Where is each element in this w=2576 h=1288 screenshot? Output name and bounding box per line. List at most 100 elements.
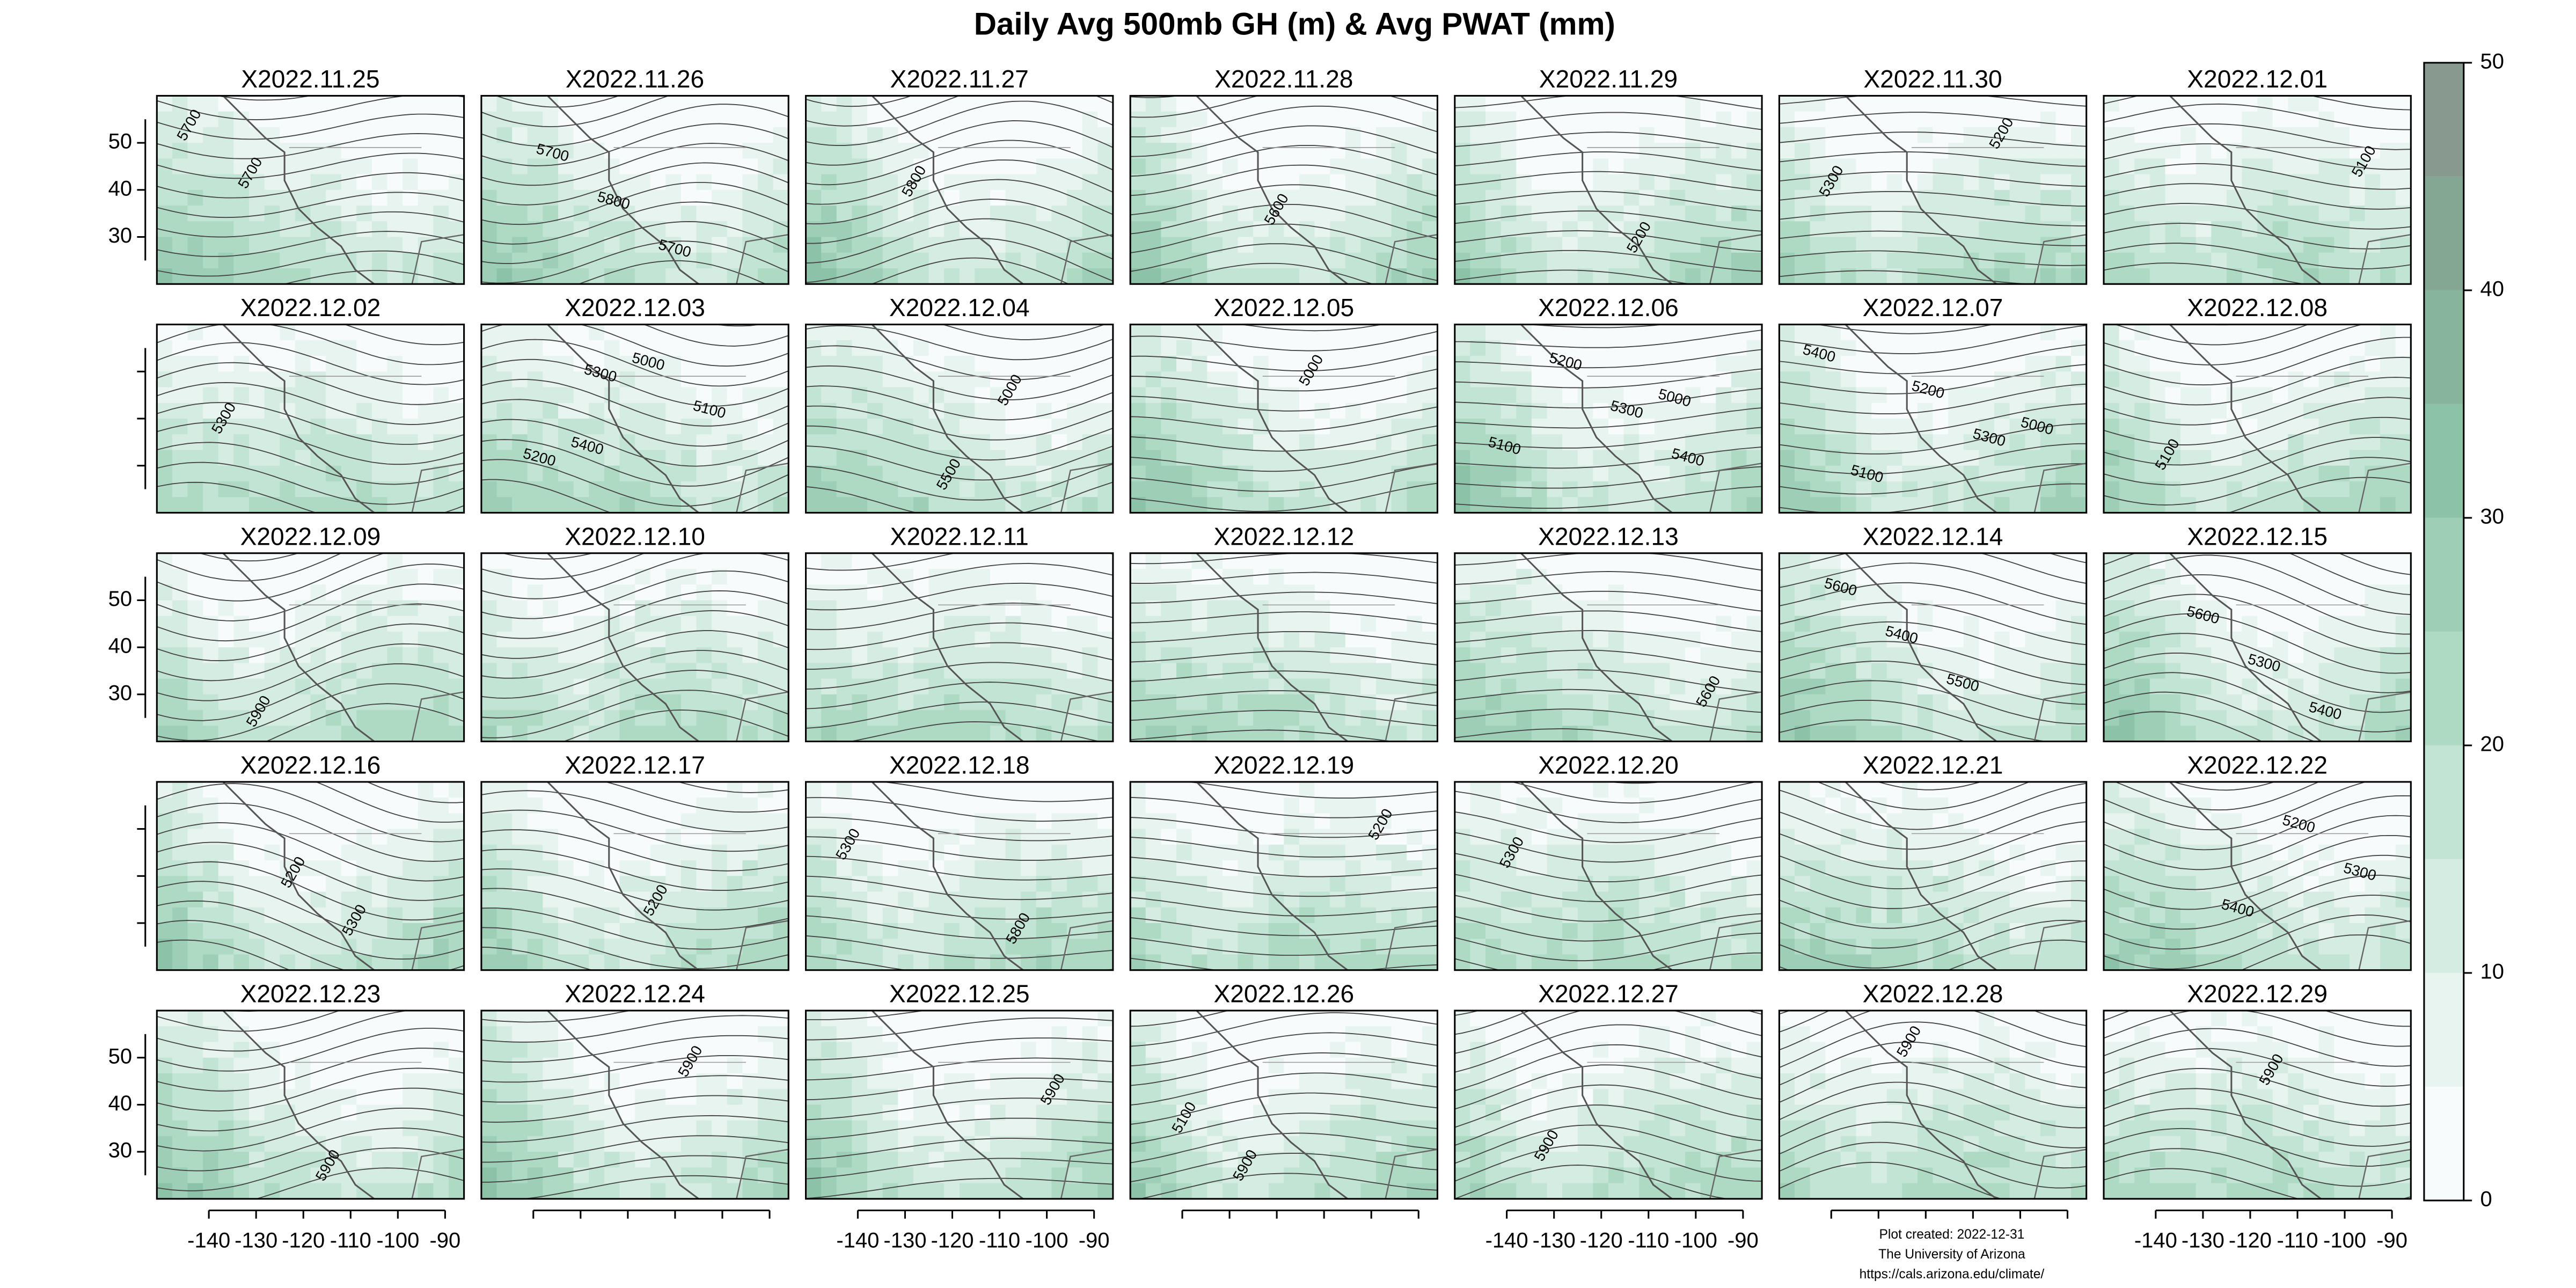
pwat-cell [418,324,434,341]
pwat-cell [512,143,528,159]
pwat-cell [727,419,743,435]
pwat-cell [852,647,868,664]
pwat-cell [1314,616,1331,632]
pwat-cell [2134,268,2150,284]
pwat-cell [1299,371,1315,388]
pwat-cell [1299,710,1315,727]
pwat-cell [573,694,590,711]
pwat-cell [341,419,357,435]
contour [157,133,464,159]
pwat-cell [806,465,822,482]
pwat-cell [1422,647,1438,664]
pwat-cell [712,600,728,617]
pwat-cell [712,497,728,513]
pwat-cell [2040,387,2057,404]
pwat-cell [1685,450,1701,466]
pwat-cell [512,206,528,222]
pwat-cell [975,174,991,191]
contour [481,553,646,580]
contour [1779,344,2087,375]
pwat-cell [1422,237,1438,253]
pwat-cell [1685,189,1701,206]
pwat-cell [1685,481,1701,498]
pwat-cell [712,710,728,727]
pwat-cell [341,127,357,144]
map-panel: 5800 [806,96,1113,284]
pwat-cell [727,237,743,253]
pwat-cell [1700,434,1717,451]
pwat-cell [2334,252,2350,269]
pwat-cell [187,678,204,695]
pwat-cell [727,450,743,466]
pwat-cell [1299,497,1315,513]
contour [157,113,464,140]
pwat-cell [341,268,357,284]
pwat-cell [589,481,605,498]
pwat-cell [712,111,728,128]
pwat-cell [1454,569,1471,586]
contour [157,553,343,582]
pwat-cell [387,158,404,175]
pwat-cell [1130,663,1146,679]
pwat-cell [1608,371,1624,388]
pwat-cell [1268,694,1285,711]
pwat-cell [898,96,914,112]
pwat-cell [1994,143,2010,159]
pwat-cell [1516,268,1532,284]
pwat-cell [1779,450,1795,466]
pwat-cell [1454,96,1471,112]
pwat-cell [1871,96,1887,112]
pwat-cell [1097,434,1113,451]
pwat-cell [742,616,758,632]
contour [2104,397,2411,445]
pwat-cell [1501,726,1517,742]
pwat-cell [218,481,235,498]
pwat-cell [1948,324,1964,341]
pwat-cell [496,402,513,419]
pwat-cell [187,402,204,419]
pwat-cell [2303,371,2319,388]
pwat-cell [589,419,605,435]
pwat-cell [2104,324,2120,341]
pwat-cell [387,710,404,727]
pwat-cell [1284,419,1300,435]
pwat-cell [157,419,173,435]
pwat-cell [712,387,728,404]
pwat-cell [1654,96,1671,112]
pwat-cell [1825,221,1841,238]
pwat-cell [1130,96,1146,112]
pwat-cell [821,600,837,617]
pwat-cell [1731,434,1747,451]
pwat-cell [2349,434,2366,451]
pwat-cell [1360,340,1377,356]
pwat-cell [1454,678,1471,695]
pwat-cell [1902,111,1918,128]
pwat-cell [387,694,404,711]
pwat-cell [975,434,991,451]
pwat-cell [1005,143,1022,159]
pwat-cell [527,96,544,112]
pwat-cell [249,387,265,404]
pwat-cell [1097,237,1113,253]
pwat-cell [2025,111,2041,128]
pwat-cell [1731,189,1747,206]
pwat-cell [1516,158,1532,175]
pwat-cell [2226,497,2243,513]
pwat-cell [573,481,590,498]
pwat-cell [758,631,774,648]
pwat-cell [1516,127,1532,144]
pwat-cell [727,497,743,513]
pwat-cell [387,647,404,664]
pwat-cell [1299,189,1315,206]
pwat-cell [1005,569,1022,586]
pwat-cell [1716,221,1732,238]
pwat-cell [356,553,372,569]
pwat-cell [1161,600,1177,617]
pwat-cell [341,324,357,341]
pwat-cell [1005,174,1022,191]
pwat-cell [665,616,682,632]
pwat-cell [1238,694,1254,711]
pwat-cell [1593,710,1609,727]
pwat-cell [2349,371,2366,388]
